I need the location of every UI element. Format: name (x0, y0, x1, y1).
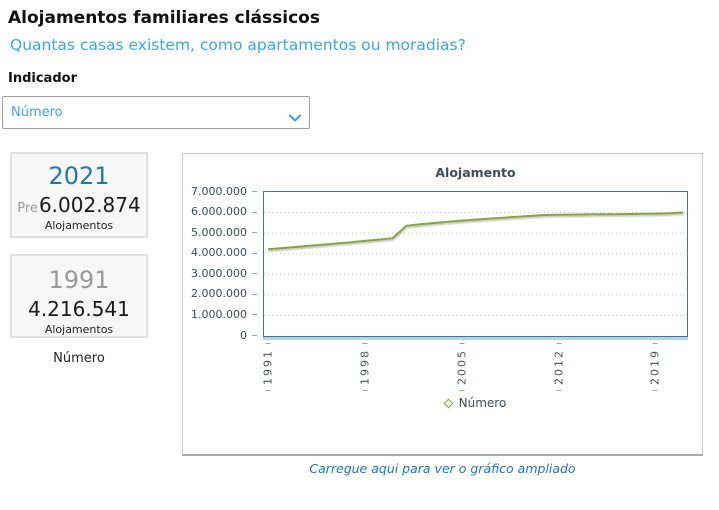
enlarge-chart-link[interactable]: Carregue aqui para ver o gráfico ampliad… (309, 461, 576, 476)
x-axis-tick-label: 1998 (358, 349, 372, 385)
summary-card-latest: 2021 Pre6.002.874 Alojamentos (10, 152, 148, 238)
y-axis-tick-label: 0 (240, 328, 247, 342)
y-axis-tick-label: 2.000.000 (191, 287, 247, 301)
y-axis-tick-mark (252, 314, 257, 316)
x-axis-tick-mark (556, 343, 561, 344)
y-axis-tick-label: 1.000.000 (191, 307, 247, 321)
y-axis-tick-label: 3.000.000 (191, 266, 247, 280)
y-axis-tick-mark (252, 252, 257, 254)
line-chart-svg (264, 211, 687, 316)
x-axis-tick-mark (459, 390, 465, 391)
x-axis-tick-mark (362, 390, 368, 391)
card-year: 2021 (48, 162, 110, 190)
series-line (267, 211, 684, 251)
y-axis-tick-mark (252, 232, 257, 234)
card-value-line: Pre6.002.874 (12, 193, 146, 217)
summary-card-first: 1991 4.216.541 Alojamentos (10, 254, 148, 338)
x-axis-tick-label: 2012 (552, 349, 565, 385)
x-axis-tick-mark (652, 343, 658, 344)
y-axis-tick-mark (252, 293, 257, 295)
y-axis-tick-label: 7.000.000 (191, 184, 247, 198)
indicator-select-wrap: Número (2, 96, 310, 129)
chart-title: Alojamento (435, 165, 516, 180)
page-title: Alojamentos familiares clássicos (8, 8, 320, 28)
x-axis-tick-mark (362, 343, 368, 344)
y-axis-tick-label: 5.000.000 (191, 225, 247, 239)
card-value: 4.216.541 (28, 297, 130, 321)
x-axis-tick-mark (556, 390, 561, 391)
y-axis-tick-mark (252, 191, 257, 192)
card-value-line: 4.216.541 (12, 297, 146, 321)
page-subtitle: Quantas casas existem, como apartamentos… (10, 36, 466, 54)
y-axis-tick-mark (252, 211, 257, 213)
legend-label: Número (458, 396, 507, 410)
x-axis-tick-mark (459, 343, 465, 344)
x-axis-tick-label: 1991 (261, 349, 275, 385)
x-axis-tick-mark (652, 390, 658, 391)
x-axis-tick-mark (265, 390, 271, 391)
indicator-select[interactable]: Número (2, 96, 310, 129)
indicator-label: Indicador (8, 71, 77, 86)
x-axis-tick-mark (265, 343, 271, 344)
card-year: 1991 (48, 266, 110, 294)
chart-legend: Número (263, 395, 688, 411)
card-value: 6.002.874 (38, 193, 141, 217)
y-axis-tick-label: 6.000.000 (191, 205, 247, 219)
card-prefix: Pre (17, 201, 38, 216)
chart-panel: Alojamento 7.000.000 6.000.000 5.000.000 4.… (182, 153, 703, 456)
x-axis-tick-label: 2019 (648, 349, 662, 385)
y-axis-tick-mark (252, 273, 257, 275)
y-axis-tick-mark (252, 335, 257, 336)
card-unit: Alojamentos (44, 323, 114, 336)
legend-diamond-icon (443, 398, 454, 408)
x-axis-tick-label: 2005 (455, 349, 469, 385)
chart-plot-area (263, 191, 688, 337)
y-axis-tick-label: 4.000.000 (191, 246, 247, 260)
card-unit: Alojamentos (44, 219, 114, 232)
cards-footer-label: Número (53, 351, 105, 366)
